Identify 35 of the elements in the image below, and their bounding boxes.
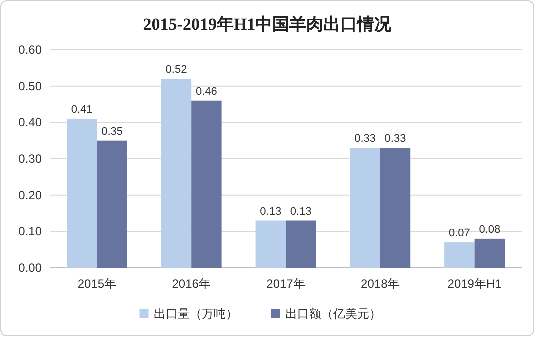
data-label: 0.35 bbox=[102, 126, 124, 138]
y-tick-label: 0.10 bbox=[18, 224, 42, 239]
legend-label: 出口量（万吨） bbox=[154, 307, 238, 321]
chart-title: 2015-2019年H1中国羊肉出口情况 bbox=[143, 15, 393, 34]
x-tick-label: 2018年 bbox=[361, 277, 400, 291]
y-tick-label: 0.00 bbox=[18, 261, 42, 275]
x-tick-label: 2019年H1 bbox=[448, 277, 502, 291]
data-label: 0.46 bbox=[196, 86, 218, 98]
bar bbox=[380, 148, 411, 268]
data-label: 0.52 bbox=[166, 64, 188, 76]
data-label: 0.08 bbox=[479, 224, 501, 236]
data-label: 0.41 bbox=[71, 104, 93, 116]
x-tick-label: 2017年 bbox=[266, 277, 306, 291]
y-tick-label: 0.20 bbox=[18, 188, 42, 202]
y-tick-label: 0.50 bbox=[18, 79, 42, 94]
bar bbox=[474, 238, 506, 268]
y-tick-label: 0.30 bbox=[18, 152, 42, 166]
y-tick-label: 0.60 bbox=[18, 43, 42, 57]
bar bbox=[97, 140, 128, 268]
bar bbox=[192, 100, 222, 268]
data-label: 0.13 bbox=[260, 206, 282, 218]
bar bbox=[350, 148, 380, 268]
x-tick-label: 2016年 bbox=[172, 277, 211, 291]
data-label: 0.07 bbox=[448, 228, 470, 240]
bar bbox=[161, 79, 192, 268]
data-label: 0.33 bbox=[354, 133, 376, 146]
y-tick-label: 0.40 bbox=[18, 116, 42, 130]
legend-label: 出口额（亿美元） bbox=[285, 307, 382, 321]
x-tick-label: 2015年 bbox=[78, 277, 117, 291]
bar bbox=[256, 220, 286, 268]
data-label: 0.33 bbox=[384, 133, 406, 146]
bar bbox=[66, 119, 98, 268]
data-label: 0.13 bbox=[290, 206, 312, 218]
bar bbox=[444, 242, 475, 268]
bar bbox=[286, 220, 316, 268]
